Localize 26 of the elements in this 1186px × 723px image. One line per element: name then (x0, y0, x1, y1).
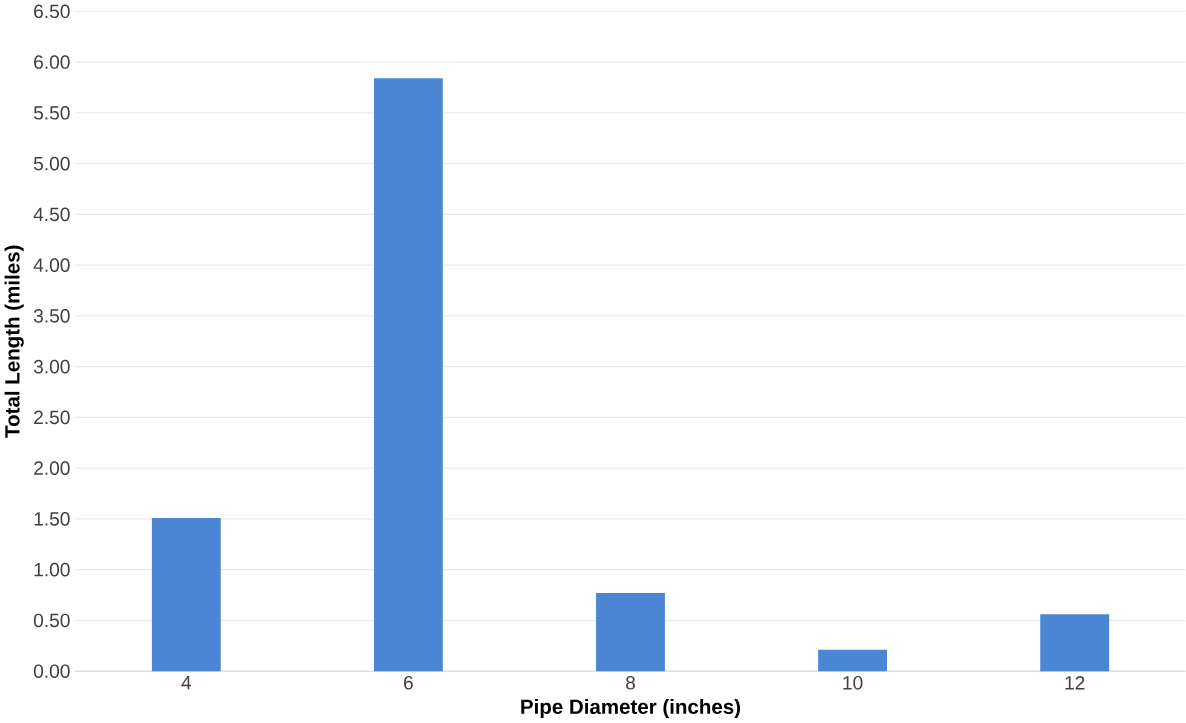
bar (1040, 614, 1110, 672)
y-tick-label: 6.50 (34, 4, 70, 19)
y-tick-label: 2.00 (34, 461, 70, 476)
y-tick-label: 1.00 (34, 563, 70, 577)
x-tick-label: 6 (404, 676, 413, 690)
y-tick-label: 2.50 (34, 410, 70, 425)
y-tick-label: 0.50 (33, 613, 70, 628)
y-tick-label: 3.50 (33, 309, 70, 323)
y-axis-title: Total Length (miles) (4, 245, 24, 438)
y-tick-label: 5.50 (33, 106, 70, 120)
y-tick-label: 3.00 (33, 360, 70, 374)
x-tick-label: 12 (1065, 676, 1085, 690)
y-tick-label: 6.00 (34, 55, 70, 70)
y-tick-label: 1.50 (34, 512, 70, 526)
y-tick-label: 0.00 (33, 664, 70, 679)
y-tick-label: 4.50 (33, 207, 70, 222)
bar (818, 650, 888, 672)
bar (151, 518, 221, 672)
x-tick-label: 10 (843, 676, 863, 690)
x-axis-title: Pipe Diameter (inches) (521, 699, 741, 719)
y-tick-label: 5.00 (33, 156, 70, 171)
bar (373, 78, 443, 672)
x-tick-label: 4 (181, 676, 192, 690)
x-tick-label: 8 (626, 676, 635, 690)
y-tick-label: 4.00 (33, 258, 70, 273)
bar (596, 593, 665, 672)
